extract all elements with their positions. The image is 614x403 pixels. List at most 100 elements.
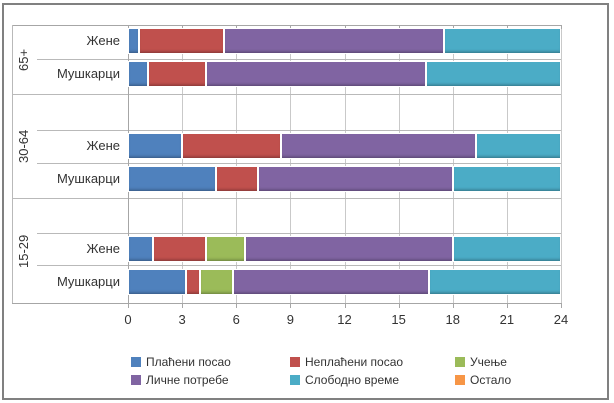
x-axis-line (12, 303, 562, 304)
x-tick-label: 0 (124, 312, 132, 327)
category-separator-line (37, 162, 561, 164)
x-axis-tick-top (290, 25, 292, 29)
gridline (452, 25, 454, 303)
bar-segment (139, 28, 224, 54)
bar-segment (128, 133, 182, 159)
category-label: Жене (86, 241, 120, 256)
x-tick-label: 6 (232, 312, 240, 327)
plot-top-border (12, 25, 561, 26)
bar-segment (426, 61, 561, 87)
label-area-left-line (12, 25, 13, 303)
bar-row (128, 166, 561, 192)
category-separator-line (37, 58, 561, 60)
x-axis-tick-top (344, 25, 346, 29)
group-separator-line (12, 198, 561, 199)
category-label: Жене (86, 33, 120, 48)
legend-label: Слободно време (305, 373, 400, 387)
x-axis-tick-bottom (236, 303, 238, 308)
bar-segment (128, 28, 139, 54)
x-axis-tick-top (398, 25, 400, 29)
bar-row (128, 236, 561, 262)
chart-frame: 0 3 6 9 12 15 18 21 24 65+ 30-64 15-29 Жене Мушкарци Ж… (2, 3, 609, 400)
legend-swatch (455, 357, 465, 367)
legend-swatch (290, 375, 300, 385)
bar-segment (453, 166, 561, 192)
bar-row (128, 28, 561, 54)
x-axis-tick-bottom (290, 303, 292, 308)
value-axis-line (128, 25, 129, 303)
group-label: 15-29 (16, 233, 31, 268)
category-separator-line (37, 265, 561, 266)
x-axis-tick-bottom (506, 303, 508, 308)
bar-segment (128, 269, 186, 295)
category-separator-line (37, 130, 561, 131)
bar-segment (444, 28, 561, 54)
bar-segment (245, 236, 453, 262)
bar-segment (153, 236, 206, 262)
bar-row (128, 61, 561, 87)
legend-swatch (131, 375, 141, 385)
group-separator-line (12, 94, 561, 95)
x-axis-tick-bottom (344, 303, 346, 308)
bar-segment (128, 166, 216, 192)
bar-segment (148, 61, 206, 87)
bar-segment (200, 269, 233, 295)
bar-segment (128, 236, 153, 262)
x-axis-tick-bottom (128, 303, 129, 308)
x-axis-tick-bottom (452, 303, 454, 308)
gridline (561, 25, 562, 303)
x-axis-tick-top (561, 25, 562, 29)
bar-segment (224, 28, 444, 54)
x-tick-label: 15 (391, 312, 406, 327)
bar-segment (281, 133, 476, 159)
bar-segment (233, 269, 429, 295)
x-axis-tick-bottom (561, 303, 562, 308)
gridline (398, 25, 400, 303)
legend-label: Учење (470, 355, 507, 369)
legend-item: Личне потребе (131, 373, 229, 387)
plot-region: 0 3 6 9 12 15 18 21 24 65+ 30-64 15-29 Жене Мушкарци Ж… (4, 5, 607, 398)
bar-segment (182, 133, 281, 159)
gridline (344, 25, 346, 303)
legend-label: Остало (470, 373, 512, 387)
category-label: Мушкарци (56, 66, 120, 81)
group-label: 65+ (16, 48, 31, 71)
bar-segment (206, 61, 426, 87)
x-tick-label: 24 (553, 312, 569, 327)
bar-segment (429, 269, 561, 295)
legend-item: Учење (455, 355, 507, 369)
legend-item: Остало (455, 373, 511, 387)
gridline (290, 25, 292, 303)
legend-label: Плаћени посао (146, 355, 231, 369)
x-axis-tick-top (236, 25, 238, 29)
category-label: Мушкарци (56, 274, 120, 289)
x-tick-label: 3 (178, 312, 186, 327)
gridline (506, 25, 508, 303)
bar-segment (476, 133, 561, 159)
legend-swatch (290, 357, 300, 367)
x-tick-label: 18 (445, 312, 460, 327)
bar-row (128, 269, 561, 295)
category-separator-line (37, 233, 561, 234)
x-axis-tick-top (128, 25, 129, 29)
bar-segment (186, 269, 200, 295)
gridline (236, 25, 238, 303)
x-axis-tick-top (506, 25, 508, 29)
bar-segment (258, 166, 453, 192)
x-tick-label: 21 (499, 312, 515, 327)
bar-segment (206, 236, 245, 262)
legend-item: Плаћени посао (131, 355, 231, 369)
x-tick-label: 9 (286, 312, 294, 327)
legend-label: Личне потребе (146, 373, 229, 387)
x-axis-tick-top (182, 25, 184, 29)
x-tick-label: 12 (337, 312, 352, 327)
category-label: Мушкарци (56, 171, 120, 186)
group-label: 30-64 (16, 129, 31, 163)
x-axis-tick-top (452, 25, 454, 29)
x-axis-tick-bottom (182, 303, 184, 308)
bar-segment (128, 61, 148, 87)
x-axis-tick-bottom (398, 303, 400, 308)
bar-segment (216, 166, 258, 192)
legend-swatch (131, 357, 141, 367)
